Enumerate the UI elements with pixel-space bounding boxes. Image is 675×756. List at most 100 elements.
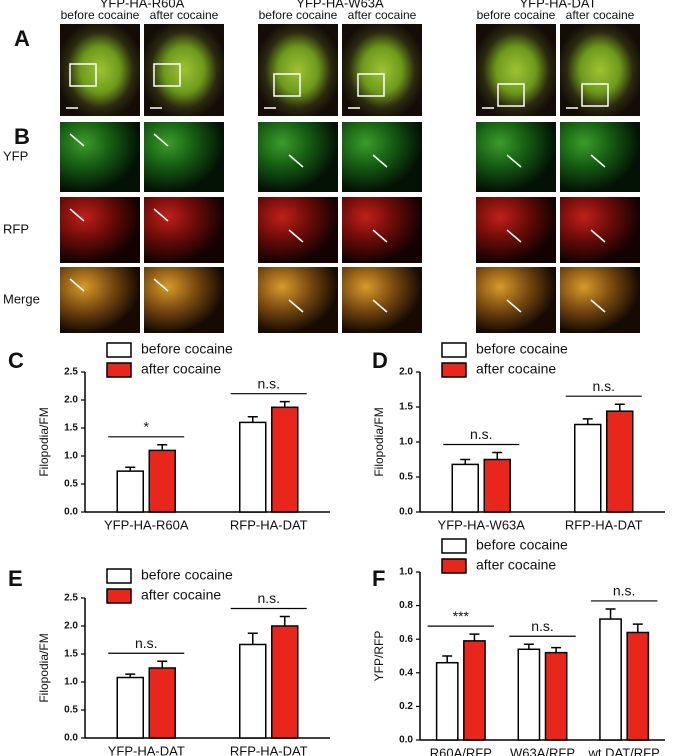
error-bar — [614, 403, 625, 412]
condition-label: after cocaine — [348, 8, 417, 22]
legend-swatch — [441, 362, 467, 378]
arrow — [153, 208, 169, 222]
legend-swatch — [441, 558, 467, 574]
error-bar — [469, 633, 480, 641]
micrograph — [258, 197, 338, 263]
arrow — [506, 299, 522, 313]
panel-label: B — [14, 124, 30, 149]
micrograph — [560, 197, 640, 263]
condition-label: after cocaine — [566, 8, 635, 22]
bar — [483, 458, 511, 513]
micrograph — [560, 267, 640, 333]
micrograph — [144, 24, 224, 116]
error-bar — [157, 444, 168, 451]
x-tick-label: YFP-HA-W63A — [438, 517, 526, 532]
significance-label: n.s. — [592, 378, 615, 394]
error-bar — [279, 400, 290, 408]
error-bar — [125, 466, 136, 472]
arrow — [372, 299, 388, 313]
arrow — [590, 299, 606, 313]
micrograph — [476, 197, 556, 263]
arrow — [69, 208, 85, 222]
legend-label: before cocaine — [141, 567, 233, 583]
micrograph — [476, 24, 556, 116]
error-bar — [247, 416, 258, 423]
panel-label: C — [8, 348, 24, 373]
y-tick-label: 2.5 — [64, 593, 78, 604]
y-tick-label: 0.4 — [399, 667, 413, 678]
x-tick-label: RFP-HA-DAT — [565, 517, 643, 532]
y-tick-label: 1.0 — [399, 567, 413, 578]
micrograph — [144, 267, 224, 333]
arrow — [372, 229, 388, 243]
significance-label: n.s. — [257, 590, 280, 606]
y-axis-label: YFP/RFP — [372, 631, 386, 682]
y-tick-label: 0.5 — [64, 479, 78, 490]
arrow — [288, 299, 304, 313]
error-bar — [523, 643, 534, 650]
y-tick-label: 1.5 — [64, 423, 78, 434]
y-tick-label: 0.0 — [64, 733, 78, 744]
micrograph — [342, 267, 422, 333]
error-bar — [605, 608, 616, 620]
y-tick-label: 0.0 — [64, 507, 78, 518]
panel-label: F — [372, 566, 385, 591]
legend-label: before cocaine — [476, 341, 568, 357]
y-axis-label: Filopodia/FM — [372, 407, 386, 476]
bar — [463, 640, 486, 741]
micrograph — [144, 197, 224, 263]
bar — [239, 421, 267, 513]
legend-label: after cocaine — [476, 557, 556, 573]
row-label: Merge — [3, 291, 40, 306]
significance-label: * — [144, 419, 150, 435]
arrow — [288, 229, 304, 243]
arrow — [372, 154, 388, 168]
x-tick-label: YFP-HA-R60A — [104, 517, 189, 532]
error-bar — [632, 623, 643, 633]
error-bar — [492, 451, 503, 460]
legend-label: after cocaine — [141, 361, 221, 377]
bar — [435, 661, 459, 741]
micrograph — [60, 197, 140, 263]
zoom-box — [69, 63, 97, 87]
arrow — [590, 154, 606, 168]
micrograph — [60, 267, 140, 333]
error-bar — [125, 673, 136, 678]
x-tick-label: wt DAT/RFP — [588, 745, 660, 756]
y-tick-label: 0.8 — [399, 600, 413, 611]
bar — [116, 470, 144, 513]
y-tick-label: 0.5 — [399, 472, 413, 483]
condition-label: before cocaine — [61, 8, 140, 22]
legend-swatch — [106, 342, 132, 358]
arrow — [69, 278, 85, 292]
arrow — [506, 154, 522, 168]
zoom-box — [153, 63, 181, 87]
y-tick-label: 0.0 — [399, 735, 413, 746]
y-tick-label: 1.5 — [399, 402, 413, 413]
y-tick-label: 0.5 — [64, 705, 78, 716]
zoom-box — [357, 73, 385, 97]
error-bar — [551, 646, 562, 653]
y-tick-label: 1.0 — [64, 677, 78, 688]
legend-label: before cocaine — [141, 341, 233, 357]
micrograph — [476, 122, 556, 192]
significance-label: n.s. — [257, 375, 280, 391]
micrograph — [560, 122, 640, 192]
bar — [626, 631, 650, 741]
micrograph — [258, 267, 338, 333]
panel-label: D — [372, 348, 388, 373]
condition-label: after cocaine — [150, 8, 219, 22]
legend-label: before cocaine — [476, 537, 568, 553]
y-tick-label: 1.5 — [64, 649, 78, 660]
y-tick-label: 0.2 — [399, 701, 413, 712]
y-tick-label: 1.0 — [399, 437, 413, 448]
y-tick-label: 0.6 — [399, 634, 413, 645]
micrograph — [342, 122, 422, 192]
legend-swatch — [441, 538, 467, 554]
error-bar — [247, 632, 258, 645]
x-tick-label: RFP-HA-DAT — [230, 517, 308, 532]
bar — [271, 625, 299, 739]
y-tick-label: 0.0 — [399, 507, 413, 518]
row-label: YFP — [3, 148, 28, 163]
